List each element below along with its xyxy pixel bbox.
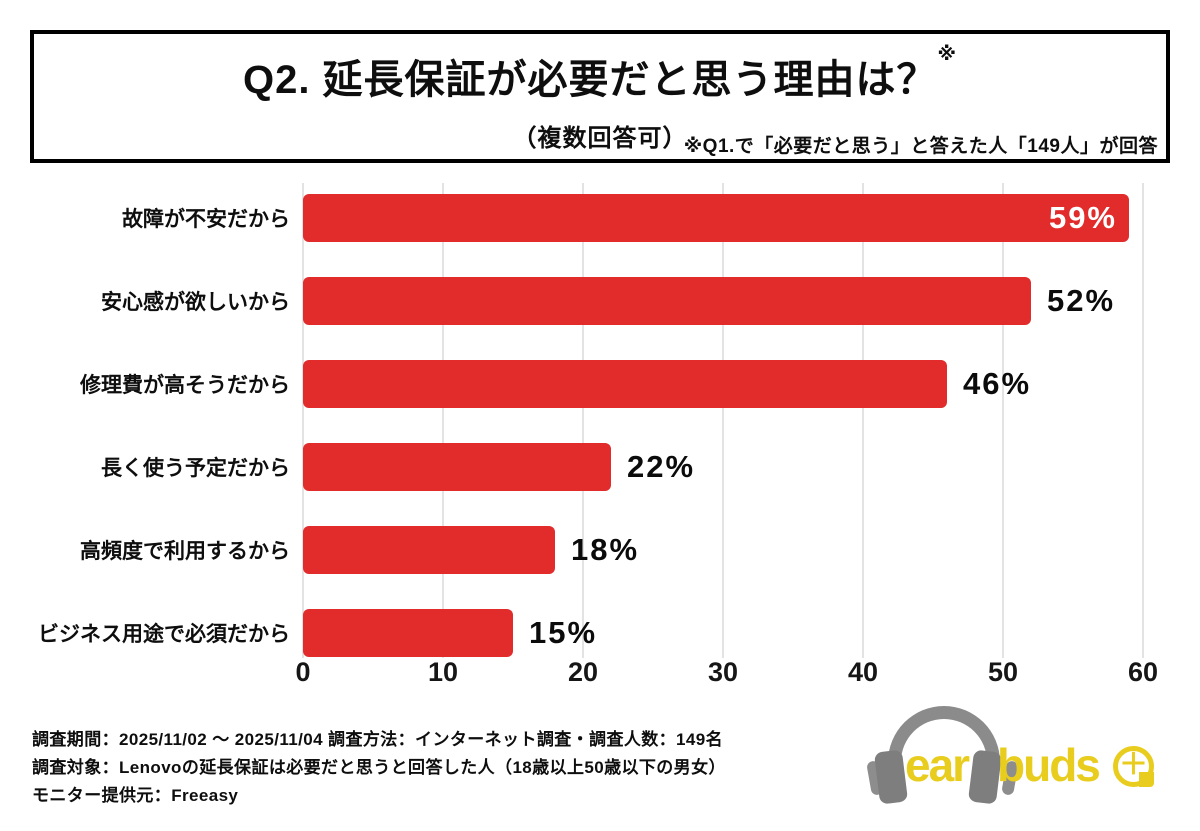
bar-row: 長く使う予定だから 22% bbox=[0, 425, 1200, 508]
x-tick-label: 50 bbox=[987, 657, 1019, 687]
gridline bbox=[582, 183, 584, 658]
plus-icon: ＋ bbox=[1113, 746, 1154, 787]
bar bbox=[303, 359, 947, 408]
category-label: 安心感が欲しいから bbox=[101, 290, 290, 314]
header-box: Q2. 延長保証が必要だと思う理由は？※ （複数回答可） ※Q1.で「必要だと思… bbox=[30, 30, 1170, 163]
x-tick-label: 20 bbox=[567, 657, 599, 687]
header-footnote: ※Q1.で「必要だと思う」と答えた人「149人」が回答 bbox=[683, 136, 1158, 157]
bar bbox=[303, 525, 555, 574]
x-tick-label: 10 bbox=[427, 657, 459, 687]
survey-details: 調査期間：2025/11/02 ～ 2025/11/04 調査方法：インターネッ… bbox=[32, 726, 726, 810]
survey-provider-line: モニター提供元：Freeasy bbox=[32, 786, 239, 805]
bar-track: 18% bbox=[303, 525, 1183, 574]
page-title: Q2. 延長保証が必要だと思う理由は？※ bbox=[34, 44, 1166, 105]
x-tick-label: 0 bbox=[295, 657, 311, 687]
gridline bbox=[862, 183, 864, 658]
bar-row: 高頻度で利用するから 18% bbox=[0, 508, 1200, 591]
page-title-text: Q2. 延長保証が必要だと思う理由は？ bbox=[242, 58, 938, 102]
value-label: 22% bbox=[627, 448, 696, 484]
x-tick-label: 40 bbox=[847, 657, 879, 687]
survey-target-line: 調査対象：Lenovoの延長保証は必要だと思うと回答した人（18歳以上50歳以下… bbox=[32, 758, 726, 777]
plus-badge-icon: ＋ bbox=[1113, 746, 1154, 787]
survey-period-line: 調査期間：2025/11/02 ～ 2025/11/04 調査方法：インターネッ… bbox=[32, 730, 724, 749]
bar: 59% bbox=[303, 193, 1129, 242]
bar-row: ビジネス用途で必須だから 15% bbox=[0, 591, 1200, 674]
logo-word-buds: buds bbox=[997, 739, 1101, 791]
bar-row: 故障が不安だから 59% bbox=[0, 176, 1200, 259]
chart-gridlines bbox=[302, 183, 1144, 658]
bar-track: 46% bbox=[303, 359, 1183, 408]
bar bbox=[303, 276, 1031, 325]
bar-track: 59% bbox=[303, 193, 1183, 242]
gridline bbox=[302, 183, 304, 658]
earbuds-plus-logo: ear buds ＋ bbox=[866, 698, 1188, 820]
bar-track: 22% bbox=[303, 442, 1183, 491]
category-label: 高頻度で利用するから bbox=[80, 539, 290, 563]
bar-row: 修理費が高そうだから 46% bbox=[0, 342, 1200, 425]
gridline bbox=[722, 183, 724, 658]
x-axis: 0 10 20 30 40 50 60 bbox=[295, 657, 1158, 693]
value-label: 52% bbox=[1047, 282, 1116, 318]
category-label: 長く使う予定だから bbox=[101, 456, 290, 480]
title-note-mark: ※ bbox=[937, 44, 958, 65]
gridline bbox=[1002, 183, 1004, 658]
category-label: 修理費が高そうだから bbox=[80, 373, 290, 397]
bar bbox=[303, 608, 513, 657]
x-tick-label: 60 bbox=[1127, 657, 1159, 687]
gridline bbox=[1142, 183, 1144, 658]
logo-word-ear: ear bbox=[905, 739, 970, 791]
x-tick-label: 30 bbox=[707, 657, 739, 687]
bar-row: 安心感が欲しいから 52% bbox=[0, 259, 1200, 342]
bar-track: 52% bbox=[303, 276, 1183, 325]
bar-chart: 故障が不安だから 59% 安心感が欲しいから 52% 修理費が高そうだから 46% 長く使う… bbox=[0, 176, 1200, 674]
value-label: 15% bbox=[529, 614, 598, 650]
value-label: 18% bbox=[571, 531, 640, 567]
value-label: 59% bbox=[1048, 199, 1117, 235]
value-label: 46% bbox=[963, 365, 1032, 401]
category-label: ビジネス用途で必須だから bbox=[38, 622, 290, 646]
category-label: 故障が不安だから bbox=[122, 207, 290, 231]
bar bbox=[303, 442, 611, 491]
gridline bbox=[442, 183, 444, 658]
bar-track: 15% bbox=[303, 608, 1183, 657]
page-subtitle: （複数回答可） bbox=[512, 125, 688, 152]
